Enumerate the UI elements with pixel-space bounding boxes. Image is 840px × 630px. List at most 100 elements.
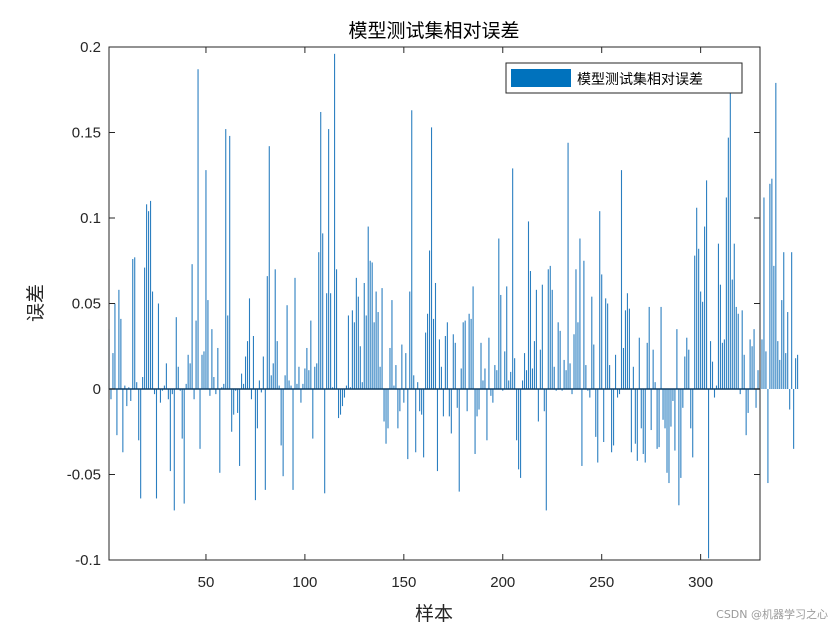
bar xyxy=(243,383,245,389)
bar xyxy=(153,389,156,395)
bar xyxy=(454,342,456,389)
bar xyxy=(209,389,211,396)
bar xyxy=(124,385,126,389)
bar xyxy=(531,368,533,389)
x-tick-label: 50 xyxy=(198,574,215,591)
bar xyxy=(371,262,373,389)
bar xyxy=(581,389,583,466)
bar xyxy=(512,168,514,389)
bar xyxy=(648,306,650,389)
bar xyxy=(391,300,393,389)
bar xyxy=(298,366,300,389)
bar xyxy=(660,306,662,389)
bar xyxy=(355,277,357,389)
bar xyxy=(522,380,524,389)
bar xyxy=(609,365,611,389)
bar xyxy=(676,329,678,389)
bar xyxy=(150,200,152,389)
bar xyxy=(126,389,128,407)
bar xyxy=(525,370,528,389)
bar xyxy=(270,375,272,389)
bar xyxy=(130,389,132,401)
bar xyxy=(462,322,464,389)
bar xyxy=(688,349,690,389)
bar xyxy=(476,389,478,417)
bar xyxy=(541,284,543,389)
bar xyxy=(484,368,486,389)
bar xyxy=(169,389,171,472)
bar xyxy=(632,366,634,389)
bar xyxy=(741,310,743,389)
bar xyxy=(419,389,421,412)
bar xyxy=(334,53,336,390)
bar xyxy=(361,382,363,389)
bar xyxy=(229,135,231,389)
bar xyxy=(434,282,437,389)
bar xyxy=(616,389,619,398)
bar xyxy=(286,305,288,389)
bar xyxy=(787,312,789,389)
bar xyxy=(464,320,466,389)
bar xyxy=(567,142,569,389)
bar xyxy=(385,389,387,444)
bar xyxy=(213,377,215,389)
bar xyxy=(529,271,532,389)
bar xyxy=(470,318,472,389)
bar xyxy=(761,339,763,389)
bar xyxy=(110,389,112,400)
bar xyxy=(401,344,403,389)
bar xyxy=(636,389,638,461)
bar xyxy=(775,82,777,389)
bar xyxy=(193,389,195,400)
bar xyxy=(575,269,577,389)
bar xyxy=(727,137,729,389)
bar xyxy=(589,389,591,398)
bar xyxy=(458,389,460,492)
bar xyxy=(294,277,296,389)
bar xyxy=(207,300,209,389)
bar xyxy=(773,265,775,389)
bar xyxy=(514,358,516,389)
bar xyxy=(551,289,553,389)
bar xyxy=(502,389,504,391)
bar xyxy=(723,339,725,389)
bar xyxy=(749,339,751,389)
bar xyxy=(181,389,183,439)
bar xyxy=(527,221,530,389)
bar xyxy=(765,351,767,389)
bar xyxy=(336,269,338,389)
bar xyxy=(597,389,599,463)
bar xyxy=(460,368,462,389)
bar xyxy=(456,389,458,408)
bar xyxy=(363,282,365,389)
bar xyxy=(195,320,197,389)
bar xyxy=(264,389,266,490)
bar xyxy=(628,308,630,389)
bar xyxy=(715,385,718,389)
y-axis-label: 误差 xyxy=(25,284,47,322)
bar xyxy=(666,389,668,473)
bar xyxy=(488,337,490,389)
bar xyxy=(767,389,769,484)
y-tick-label: -0.1 xyxy=(75,552,101,569)
bar xyxy=(199,389,201,449)
plot-area xyxy=(109,47,760,560)
bar xyxy=(603,389,605,443)
bar xyxy=(421,389,423,415)
bar xyxy=(237,389,239,413)
bar xyxy=(155,389,158,499)
bar xyxy=(227,315,229,389)
bar xyxy=(266,276,268,389)
bar xyxy=(446,322,448,389)
bar xyxy=(729,88,731,389)
bar xyxy=(225,129,227,389)
bar xyxy=(668,389,670,484)
bar xyxy=(672,389,674,401)
bar xyxy=(296,383,298,389)
bar xyxy=(549,265,551,389)
bar xyxy=(763,197,765,389)
bar xyxy=(403,389,405,403)
bar xyxy=(438,339,440,389)
bar xyxy=(144,267,146,389)
bar xyxy=(357,296,359,389)
